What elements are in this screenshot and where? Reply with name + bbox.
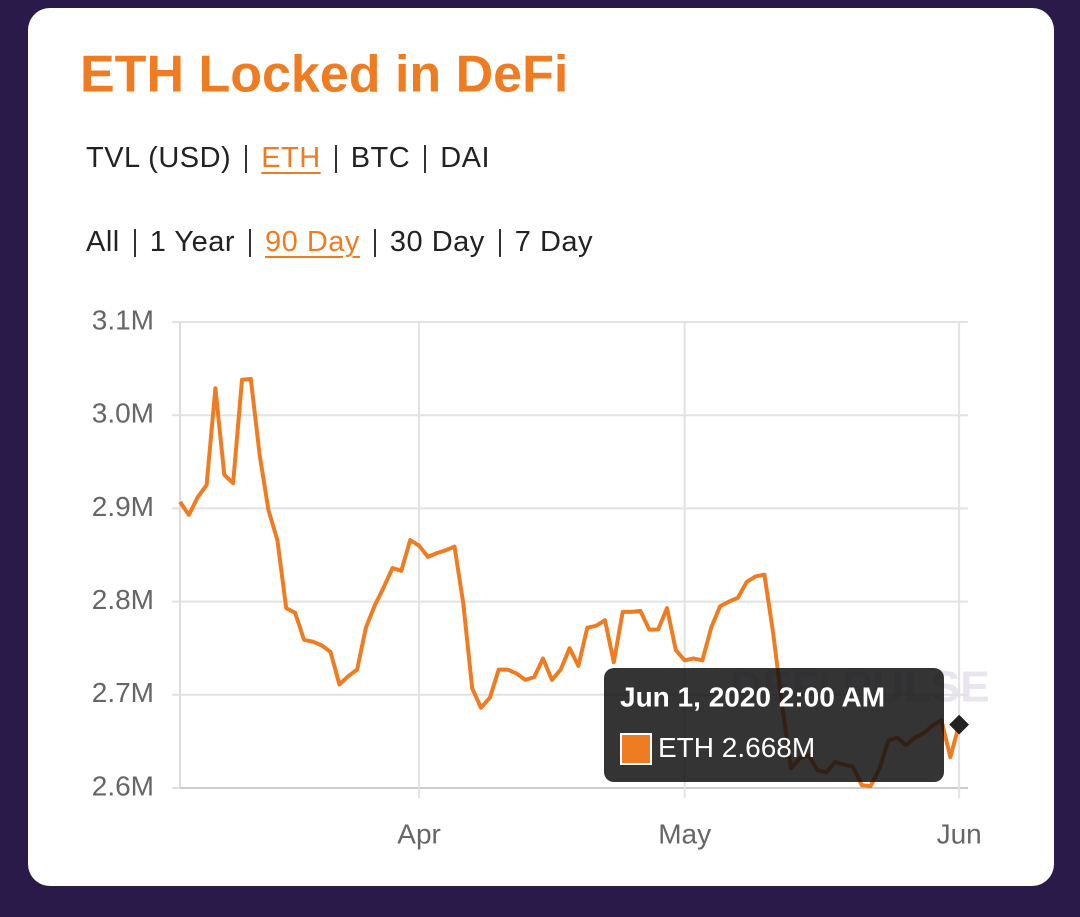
tooltip-swatch xyxy=(620,733,652,765)
y-tick-label: 2.9M xyxy=(92,491,154,522)
tab[interactable]: TVL (USD) xyxy=(86,142,232,174)
separator xyxy=(133,228,136,257)
y-tick-label: 2.7M xyxy=(92,677,154,708)
tooltip-title: Jun 1, 2020 2:00 AM xyxy=(620,681,885,712)
separator xyxy=(249,228,251,257)
tooltip-value: 2.668M xyxy=(722,732,815,763)
tab[interactable]: All xyxy=(86,226,120,258)
tooltip: Jun 1, 2020 2:00 AM ETH 2.668M xyxy=(604,668,944,782)
tab[interactable]: ETH xyxy=(261,142,321,174)
tab[interactable]: DAI xyxy=(440,142,491,174)
tooltip-box xyxy=(604,668,944,782)
y-tick-label: 2.6M xyxy=(92,770,154,801)
separator xyxy=(334,144,337,173)
x-tick-label: Jun xyxy=(937,818,982,849)
separator xyxy=(373,228,376,257)
y-tick-label: 3.0M xyxy=(92,398,154,429)
x-tick-label: Apr xyxy=(397,818,441,849)
tooltip-series: ETH xyxy=(658,732,714,763)
y-tick-label: 2.8M xyxy=(92,584,154,615)
y-tick-label: 3.1M xyxy=(92,304,154,335)
tab[interactable]: 30 Day xyxy=(389,226,485,258)
x-tick-label: May xyxy=(658,818,711,849)
separator xyxy=(424,144,427,173)
tab[interactable]: 90 Day xyxy=(265,226,360,258)
separator xyxy=(498,228,501,257)
tab[interactable]: 1 Year xyxy=(149,226,235,258)
separator xyxy=(245,144,248,173)
tab[interactable]: BTC xyxy=(350,142,411,174)
tooltip-label: ETH 2.668M xyxy=(658,732,815,763)
metric-tabs: TVL (USD) ETH BTC DAI xyxy=(86,142,490,175)
range-tabs: All 1 Year 90 Day 30 Day 7 Day xyxy=(86,226,593,259)
tab[interactable]: 7 Day xyxy=(514,226,594,258)
chart-title: ETH Locked in DeFi xyxy=(80,46,568,104)
point-marker xyxy=(949,714,970,735)
